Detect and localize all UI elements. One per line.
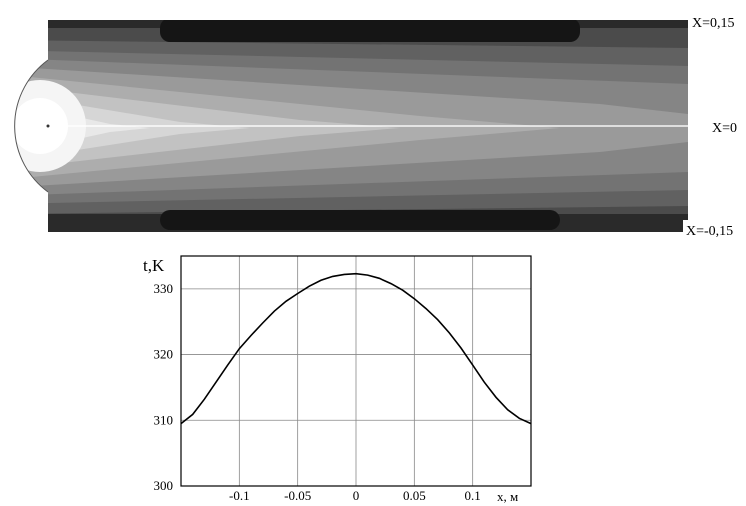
y-axis-label: t,K bbox=[143, 256, 165, 275]
y-tick-label: 320 bbox=[154, 347, 174, 362]
section-label-bottom: X=-0,15 bbox=[686, 224, 733, 239]
x-axis-label: x, м bbox=[497, 489, 518, 504]
x-tick-label: -0.05 bbox=[284, 488, 311, 503]
x-tick-labels: -0.1 -0.05 0 0.05 0.1 bbox=[229, 488, 481, 503]
section-label-group: X=0,15 X=0 X=-0,15 bbox=[683, 12, 746, 240]
temperature-contour-field: X=0,15 X=0 X=-0,15 bbox=[14, 12, 746, 240]
y-tick-labels: 330 320 310 300 bbox=[154, 281, 174, 493]
plot-frame bbox=[180, 255, 532, 487]
series-line bbox=[180, 272, 532, 425]
y-tick-label: 310 bbox=[154, 412, 174, 427]
x-tick-label: 0.1 bbox=[465, 488, 481, 503]
x-tick-label: 0 bbox=[353, 488, 360, 503]
y-tick-label: 330 bbox=[154, 281, 174, 296]
source-point-marker bbox=[46, 124, 50, 128]
chart-grid bbox=[181, 256, 531, 487]
section-label-top: X=0,15 bbox=[692, 16, 735, 31]
x-tick-label: 0.05 bbox=[403, 488, 426, 503]
section-label-center: X=0 bbox=[712, 121, 737, 136]
x-tick-label: -0.1 bbox=[229, 488, 250, 503]
y-tick-label: 300 bbox=[154, 478, 174, 493]
